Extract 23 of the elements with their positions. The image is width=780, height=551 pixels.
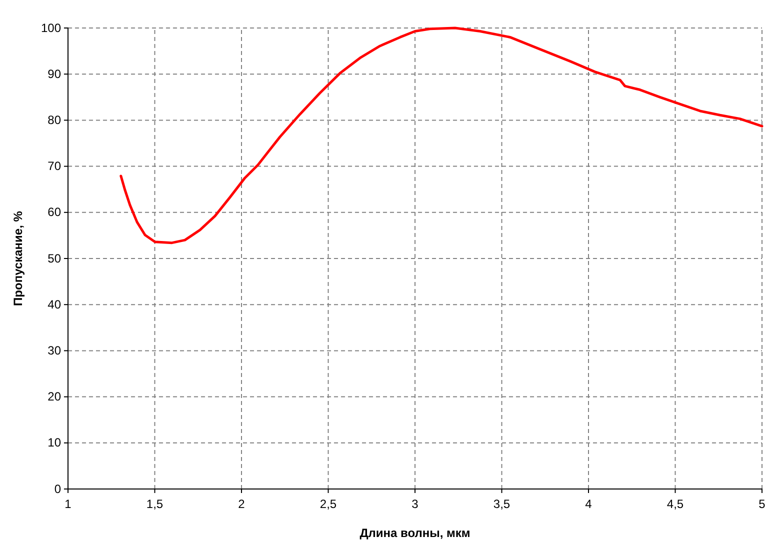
y-tick-label: 50 bbox=[48, 251, 62, 266]
x-tick-label: 4 bbox=[585, 497, 592, 511]
y-tick-label: 0 bbox=[54, 482, 62, 496]
x-tick-label: 1,5 bbox=[146, 497, 164, 511]
x-tick-label: 1 bbox=[64, 497, 72, 511]
line-series bbox=[120, 26, 764, 244]
x-tick-label: 2,5 bbox=[320, 497, 337, 511]
y-tick-label: 40 bbox=[48, 297, 62, 312]
y-tick-label: 100 bbox=[40, 20, 62, 35]
x-tick-label: 4,5 bbox=[666, 497, 684, 511]
y-tick-label: 10 bbox=[48, 436, 62, 450]
y-tick-label: 80 bbox=[48, 113, 62, 128]
x-tick-label: 3,5 bbox=[493, 497, 510, 511]
y-axis-title: Пропускание, % bbox=[11, 210, 25, 306]
y-tick-label: 70 bbox=[48, 159, 62, 174]
x-tick-label: 2 bbox=[238, 497, 246, 511]
x-tick-label: 5 bbox=[758, 497, 766, 511]
y-tick-label: 30 bbox=[48, 344, 62, 358]
y-tick-label: 90 bbox=[48, 66, 62, 81]
y-tick-label: 60 bbox=[48, 205, 62, 220]
y-tick-label: 20 bbox=[48, 390, 62, 404]
x-tick-label: 3 bbox=[412, 497, 419, 511]
x-axis-title: Длина волны, мкм bbox=[360, 526, 470, 540]
